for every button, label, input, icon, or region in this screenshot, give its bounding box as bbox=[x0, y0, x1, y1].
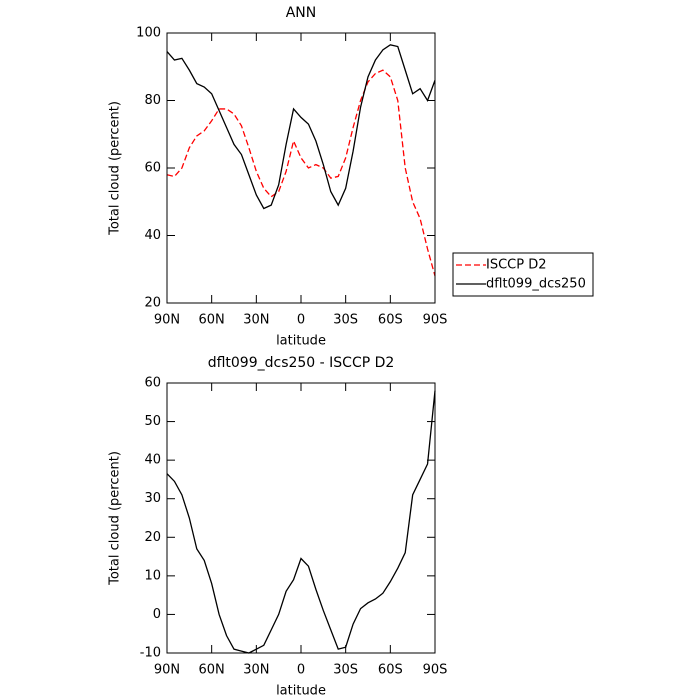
y-tick-label: 40 bbox=[144, 228, 161, 243]
plot-frame bbox=[166, 32, 436, 304]
y-axis-label: Total cloud (percent) bbox=[108, 451, 123, 586]
x-tick-label: 90S bbox=[423, 313, 448, 328]
x-tick-label: 0 bbox=[297, 663, 305, 678]
plot-frame bbox=[166, 382, 436, 654]
x-axis-label: latitude bbox=[276, 334, 326, 349]
data-line bbox=[166, 69, 436, 277]
y-tick-label: 100 bbox=[136, 26, 161, 41]
y-tick-label: 10 bbox=[144, 568, 161, 583]
x-tick-label: 30S bbox=[333, 313, 358, 328]
legend-label: ISCCP D2 bbox=[486, 258, 547, 273]
y-tick-label: 20 bbox=[144, 296, 161, 311]
chart-title: dflt099_dcs250 - ISCCP D2 bbox=[208, 355, 395, 371]
y-tick-label: 80 bbox=[144, 93, 161, 108]
x-tick-label: 90N bbox=[154, 313, 180, 328]
legend-label: dflt099_dcs250 bbox=[486, 277, 586, 292]
x-tick-label: 60N bbox=[199, 663, 225, 678]
y-tick-label: -10 bbox=[140, 646, 161, 661]
y-tick-label: 40 bbox=[144, 453, 161, 468]
y-tick-label: 50 bbox=[144, 414, 161, 429]
y-tick-label: 60 bbox=[144, 161, 161, 176]
y-tick-label: 0 bbox=[153, 607, 161, 622]
x-tick-label: 0 bbox=[297, 313, 305, 328]
legend-box bbox=[452, 252, 594, 297]
x-tick-label: 30N bbox=[243, 663, 269, 678]
chart-title: ANN bbox=[286, 5, 317, 21]
x-tick-label: 60N bbox=[199, 313, 225, 328]
x-tick-label: 90N bbox=[154, 663, 180, 678]
x-tick-label: 60S bbox=[378, 663, 403, 678]
data-line bbox=[166, 390, 436, 654]
x-tick-label: 30S bbox=[333, 663, 358, 678]
x-tick-label: 90S bbox=[423, 663, 448, 678]
data-line bbox=[166, 44, 436, 210]
y-tick-label: 30 bbox=[144, 491, 161, 506]
y-axis-label: Total cloud (percent) bbox=[108, 101, 123, 236]
x-tick-label: 30N bbox=[243, 313, 269, 328]
y-tick-label: 20 bbox=[144, 530, 161, 545]
y-tick-label: 60 bbox=[144, 376, 161, 391]
x-axis-label: latitude bbox=[276, 684, 326, 699]
x-tick-label: 60S bbox=[378, 313, 403, 328]
